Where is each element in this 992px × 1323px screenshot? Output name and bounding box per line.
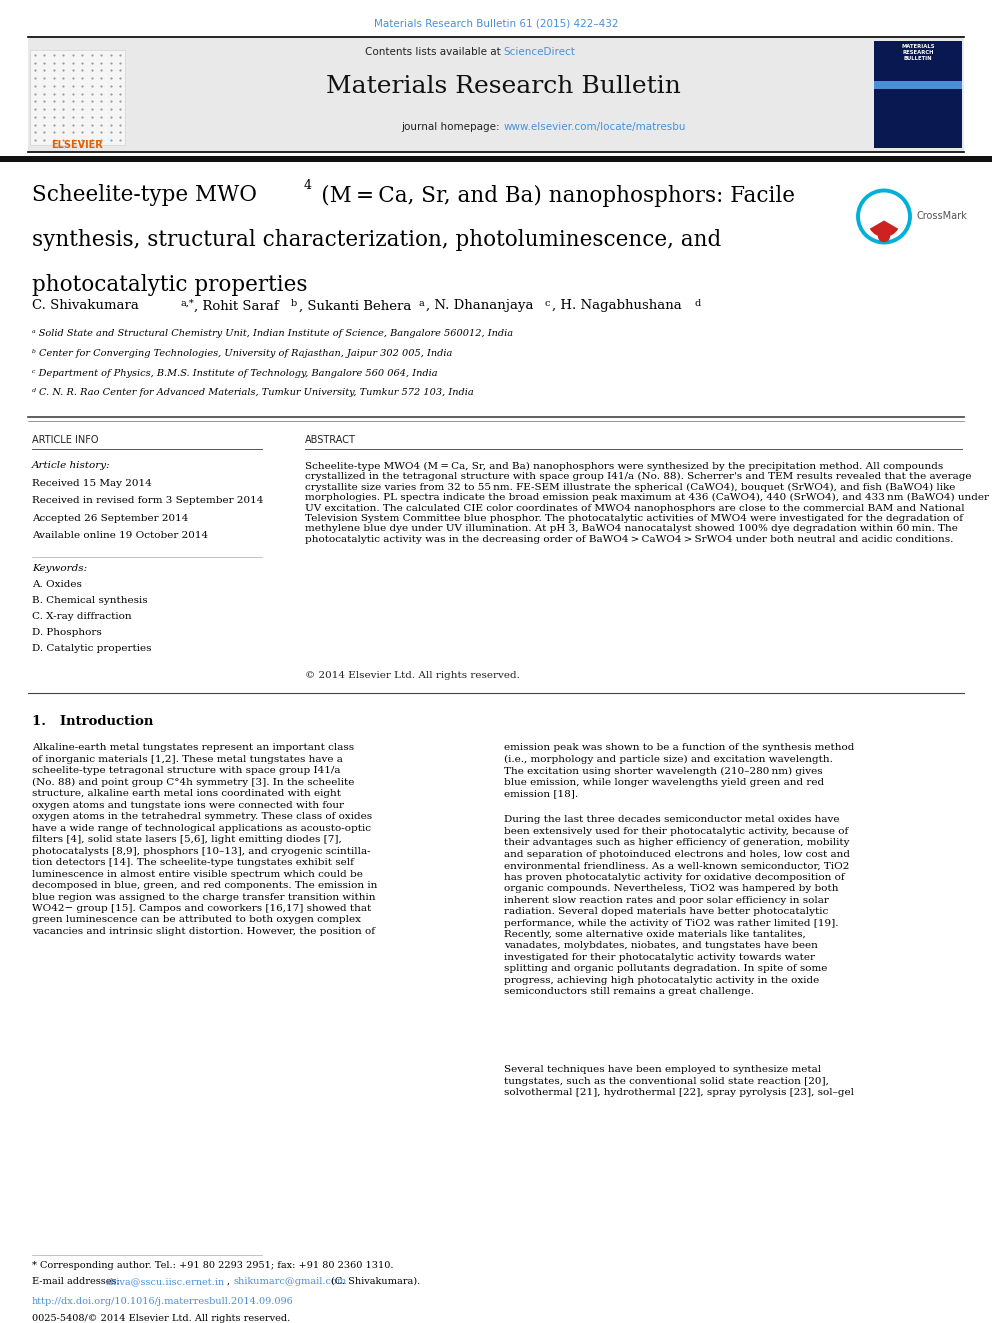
Text: Contents lists available at: Contents lists available at bbox=[364, 48, 504, 57]
Text: 4: 4 bbox=[304, 180, 312, 193]
Text: journal homepage:: journal homepage: bbox=[402, 122, 504, 132]
Circle shape bbox=[878, 230, 890, 242]
Text: a,*: a,* bbox=[181, 299, 194, 307]
Text: Several techniques have been employed to synthesize metal
tungstates, such as th: Several techniques have been employed to… bbox=[504, 1065, 854, 1097]
Text: , N. Dhananjaya: , N. Dhananjaya bbox=[426, 299, 534, 312]
Text: http://dx.doi.org/10.1016/j.materresbull.2014.09.096: http://dx.doi.org/10.1016/j.materresbull… bbox=[32, 1297, 294, 1306]
Text: ᵈ C. N. R. Rao Center for Advanced Materials, Tumkur University, Tumkur 572 103,: ᵈ C. N. R. Rao Center for Advanced Mater… bbox=[32, 388, 474, 397]
Text: ScienceDirect: ScienceDirect bbox=[504, 48, 575, 57]
Text: emission peak was shown to be a function of the synthesis method
(i.e., morpholo: emission peak was shown to be a function… bbox=[504, 744, 854, 799]
Text: 1.   Introduction: 1. Introduction bbox=[32, 716, 154, 729]
Text: E-mail addresses:: E-mail addresses: bbox=[32, 1277, 123, 1286]
Text: Scheelite-type MWO: Scheelite-type MWO bbox=[32, 184, 257, 206]
Text: * Corresponding author. Tel.: +91 80 2293 2951; fax: +91 80 2360 1310.: * Corresponding author. Tel.: +91 80 229… bbox=[32, 1261, 394, 1270]
Text: Received in revised form 3 September 2014: Received in revised form 3 September 201… bbox=[32, 496, 263, 505]
Text: shiva@sscu.iisc.ernet.in: shiva@sscu.iisc.ernet.in bbox=[105, 1277, 224, 1286]
Text: (M = Ca, Sr, and Ba) nanophosphors: Facile: (M = Ca, Sr, and Ba) nanophosphors: Faci… bbox=[317, 184, 795, 206]
Text: c: c bbox=[544, 299, 550, 307]
Text: B. Chemical synthesis: B. Chemical synthesis bbox=[32, 595, 148, 605]
Text: b: b bbox=[291, 299, 297, 307]
Text: shikumarc@gmail.com: shikumarc@gmail.com bbox=[233, 1277, 346, 1286]
Text: d: d bbox=[694, 299, 700, 307]
Text: ARTICLE INFO: ARTICLE INFO bbox=[32, 435, 98, 446]
Text: ABSTRACT: ABSTRACT bbox=[305, 435, 356, 446]
Text: ELSEVIER: ELSEVIER bbox=[52, 140, 103, 149]
Text: a: a bbox=[418, 299, 424, 307]
Text: synthesis, structural characterization, photoluminescence, and: synthesis, structural characterization, … bbox=[32, 229, 721, 251]
Bar bbox=[0, 156, 992, 163]
Text: Available online 19 October 2014: Available online 19 October 2014 bbox=[32, 532, 208, 541]
Text: (C. Shivakumara).: (C. Shivakumara). bbox=[331, 1277, 421, 1286]
Text: D. Phosphors: D. Phosphors bbox=[32, 628, 102, 636]
Text: CrossMark: CrossMark bbox=[916, 212, 967, 221]
Text: Article history:: Article history: bbox=[32, 462, 111, 471]
Bar bbox=[28, 37, 964, 152]
Text: During the last three decades semiconductor metal oxides have
been extensively u: During the last three decades semiconduc… bbox=[504, 815, 850, 996]
Text: ᵃ Solid State and Structural Chemistry Unit, Indian Institute of Science, Bangal: ᵃ Solid State and Structural Chemistry U… bbox=[32, 329, 513, 339]
Text: ᵇ Center for Converging Technologies, University of Rajasthan, Jaipur 302 005, I: ᵇ Center for Converging Technologies, Un… bbox=[32, 349, 452, 359]
Text: Accepted 26 September 2014: Accepted 26 September 2014 bbox=[32, 515, 188, 523]
Text: Materials Research Bulletin: Materials Research Bulletin bbox=[326, 75, 681, 98]
Text: C. X-ray diffraction: C. X-ray diffraction bbox=[32, 613, 132, 620]
Bar bbox=[874, 81, 962, 89]
Text: Alkaline-earth metal tungstates represent an important class
of inorganic materi: Alkaline-earth metal tungstates represen… bbox=[32, 744, 377, 935]
Circle shape bbox=[858, 191, 910, 242]
Text: photocatalytic properties: photocatalytic properties bbox=[32, 274, 308, 296]
Text: , Rohit Saraf: , Rohit Saraf bbox=[194, 299, 279, 312]
Wedge shape bbox=[870, 221, 899, 237]
Text: , Sukanti Behera: , Sukanti Behera bbox=[299, 299, 411, 312]
Bar bbox=[30, 50, 125, 146]
Text: MATERIALS
RESEARCH
BULLETIN: MATERIALS RESEARCH BULLETIN bbox=[902, 44, 934, 61]
Text: ᶜ Department of Physics, B.M.S. Institute of Technology, Bangalore 560 064, Indi: ᶜ Department of Physics, B.M.S. Institut… bbox=[32, 369, 437, 377]
Text: © 2014 Elsevier Ltd. All rights reserved.: © 2014 Elsevier Ltd. All rights reserved… bbox=[305, 672, 520, 680]
Text: Scheelite-type MWO4 (M = Ca, Sr, and Ba) nanophosphors were synthesized by the p: Scheelite-type MWO4 (M = Ca, Sr, and Ba)… bbox=[305, 462, 989, 544]
Text: C. Shivakumara: C. Shivakumara bbox=[32, 299, 139, 312]
Text: Received 15 May 2014: Received 15 May 2014 bbox=[32, 479, 152, 488]
Text: Keywords:: Keywords: bbox=[32, 564, 87, 573]
Text: A. Oxides: A. Oxides bbox=[32, 579, 82, 589]
Text: ,: , bbox=[227, 1277, 233, 1286]
Bar bbox=[874, 41, 962, 148]
Text: 0025-5408/© 2014 Elsevier Ltd. All rights reserved.: 0025-5408/© 2014 Elsevier Ltd. All right… bbox=[32, 1314, 291, 1323]
Text: Materials Research Bulletin 61 (2015) 422–432: Materials Research Bulletin 61 (2015) 42… bbox=[374, 19, 618, 28]
Text: www.elsevier.com/locate/matresbu: www.elsevier.com/locate/matresbu bbox=[504, 122, 686, 132]
Text: D. Catalytic properties: D. Catalytic properties bbox=[32, 644, 152, 654]
Text: , H. Nagabhushana: , H. Nagabhushana bbox=[552, 299, 682, 312]
